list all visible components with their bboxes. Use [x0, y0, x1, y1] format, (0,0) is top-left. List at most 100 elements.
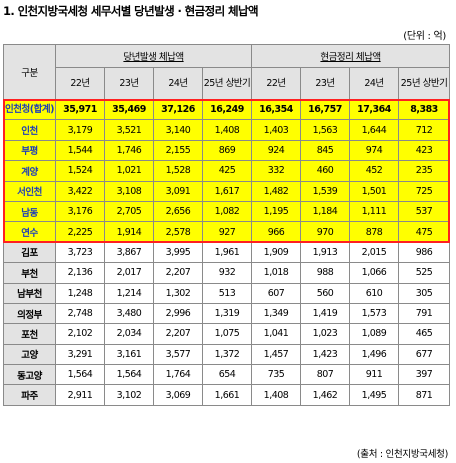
cell-new: 2,748 [55, 302, 105, 325]
table-row: 남부천 1,248 1,214 1,302 513 607 560 610 305 [3, 282, 451, 304]
cell-cash: 791 [398, 302, 451, 325]
cell-cash: 332 [251, 160, 302, 182]
unit-label: (단위 : 억) [403, 31, 446, 42]
table-row: 동고양 1,564 1,564 1,764 654 735 807 911 397 [3, 364, 451, 386]
cell-cash: 607 [251, 282, 302, 304]
cell-new: 1,248 [55, 282, 105, 304]
cell-new: 35,971 [55, 98, 105, 121]
cell-new: 927 [201, 221, 253, 243]
cell-cash: 1,501 [349, 180, 400, 202]
cell-new: 1,214 [104, 282, 154, 304]
cell-new: 3,176 [55, 200, 105, 223]
table-row: 서인천 3,422 3,108 3,091 1,617 1,482 1,539 1,501 72… [3, 180, 451, 202]
header-year-new-23: 23년 [104, 67, 154, 100]
cell-cash: 1,066 [349, 262, 400, 284]
cell-cash: 1,496 [349, 343, 400, 366]
row-label: 연수 [3, 221, 56, 243]
cell-new: 35,469 [104, 98, 154, 121]
cell-cash: 460 [300, 160, 351, 182]
cell-cash: 924 [251, 139, 302, 162]
table-row: 김포 3,723 3,867 3,995 1,961 1,909 1,913 2,015 986 [3, 241, 451, 264]
table-row: 계양 1,524 1,021 1,528 425 332 460 452 235 [3, 160, 451, 182]
cell-cash: 1,184 [300, 200, 351, 223]
cell-new: 3,091 [153, 180, 203, 202]
table-body: 인천청(합계) 35,971 35,469 37,126 16,249 16,354 16,… [3, 98, 451, 406]
table-row: 부천 2,136 2,017 2,207 932 1,018 988 1,066 525 [3, 262, 451, 284]
cell-cash: 1,018 [251, 262, 302, 284]
cell-new: 2,996 [153, 302, 203, 325]
cell-cash: 525 [398, 262, 451, 284]
header-year-cash-23: 23년 [300, 67, 351, 100]
cell-cash: 537 [398, 200, 451, 223]
cell-new: 16,249 [201, 98, 253, 121]
cell-new: 1,319 [201, 302, 253, 325]
row-label: 부천 [3, 262, 56, 284]
row-label: 계양 [3, 160, 56, 182]
cell-new: 1,082 [201, 200, 253, 223]
cell-cash: 475 [398, 221, 451, 243]
cell-new: 3,291 [55, 343, 105, 366]
cell-cash: 423 [398, 139, 451, 162]
cell-new: 2,017 [104, 262, 154, 284]
cell-new: 3,069 [153, 384, 203, 406]
cell-cash: 1,563 [300, 119, 351, 141]
cell-new: 2,705 [104, 200, 154, 223]
table-row: 연수 2,225 1,914 2,578 927 966 970 878 475 [3, 221, 451, 243]
cell-cash: 17,364 [349, 98, 400, 121]
cell-cash: 235 [398, 160, 451, 182]
cell-new: 3,422 [55, 180, 105, 202]
cell-new: 3,102 [104, 384, 154, 406]
cell-new: 2,155 [153, 139, 203, 162]
cell-new: 2,578 [153, 221, 203, 243]
cell-cash: 397 [398, 364, 451, 386]
cell-cash: 452 [349, 160, 400, 182]
cell-cash: 735 [251, 364, 302, 386]
cell-cash: 1,041 [251, 323, 302, 345]
cell-new: 513 [201, 282, 253, 304]
cell-new: 2,225 [55, 221, 105, 243]
cell-new: 1,746 [104, 139, 154, 162]
table-row: 의정부 2,748 3,480 2,996 1,319 1,349 1,419 1,573 79… [3, 302, 451, 325]
cell-new: 869 [201, 139, 253, 162]
row-label: 고양 [3, 343, 56, 366]
cell-cash: 1,573 [349, 302, 400, 325]
cell-new: 2,034 [104, 323, 154, 345]
cell-cash: 1,909 [251, 241, 302, 264]
cell-new: 1,961 [201, 241, 253, 264]
row-label: 남동 [3, 200, 56, 223]
cell-cash: 465 [398, 323, 451, 345]
cell-new: 3,140 [153, 119, 203, 141]
source-note: (출처 : 인천지방국세청) [354, 446, 450, 460]
cell-new: 3,480 [104, 302, 154, 325]
row-label: 김포 [3, 241, 56, 264]
table-row: 포천 2,102 2,034 2,207 1,075 1,041 1,023 1,089 465 [3, 323, 451, 345]
cell-cash: 1,913 [300, 241, 351, 264]
cell-new: 2,102 [55, 323, 105, 345]
cell-cash: 16,354 [251, 98, 302, 121]
cell-cash: 1,349 [251, 302, 302, 325]
cell-cash: 1,423 [300, 343, 351, 366]
row-label: 의정부 [3, 302, 56, 325]
table-row: 인천 3,179 3,521 3,140 1,408 1,403 1,563 1,644 712 [3, 119, 451, 141]
cell-cash: 677 [398, 343, 451, 366]
cell-cash: 988 [300, 262, 351, 284]
cell-cash: 1,111 [349, 200, 400, 223]
cell-new: 1,661 [201, 384, 253, 406]
row-label: 서인천 [3, 180, 56, 202]
cell-cash: 974 [349, 139, 400, 162]
cell-cash: 1,403 [251, 119, 302, 141]
header-year-cash-25h1: 25년 상반기 [398, 67, 451, 100]
cell-new: 3,577 [153, 343, 203, 366]
cell-new: 2,656 [153, 200, 203, 223]
cell-cash: 911 [349, 364, 400, 386]
cell-cash: 1,419 [300, 302, 351, 325]
table-row: 고양 3,291 3,161 3,577 1,372 1,457 1,423 1,496 677 [3, 343, 451, 366]
cell-cash: 871 [398, 384, 451, 406]
cell-new: 3,179 [55, 119, 105, 141]
cell-cash: 1,195 [251, 200, 302, 223]
header-year-new-25h1: 25년 상반기 [201, 67, 253, 100]
table-row: 인천청(합계) 35,971 35,469 37,126 16,249 16,354 16,… [3, 98, 451, 121]
cell-cash: 970 [300, 221, 351, 243]
header-year-cash-22: 22년 [251, 67, 302, 100]
cell-cash: 305 [398, 282, 451, 304]
